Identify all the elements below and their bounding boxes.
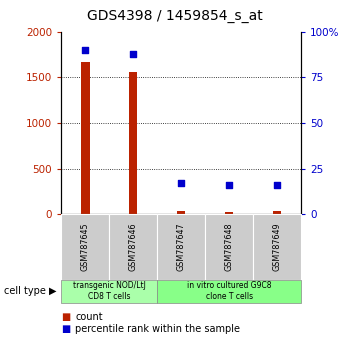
Point [83, 47, 88, 53]
Text: GSM787647: GSM787647 [177, 223, 186, 271]
Text: ▶: ▶ [49, 286, 56, 296]
Text: count: count [75, 312, 103, 322]
Bar [177, 211, 186, 214]
Point [274, 182, 280, 188]
Text: transgenic NOD/LtJ
CD8 T cells: transgenic NOD/LtJ CD8 T cells [73, 281, 146, 301]
Text: ■: ■ [61, 324, 70, 334]
Text: GSM787646: GSM787646 [129, 223, 138, 271]
Bar [81, 62, 90, 214]
Point [178, 180, 184, 186]
Point [226, 182, 232, 188]
Text: GDS4398 / 1459854_s_at: GDS4398 / 1459854_s_at [87, 9, 263, 23]
Text: GSM787645: GSM787645 [81, 223, 90, 271]
Text: cell type: cell type [4, 286, 46, 296]
Text: GSM787648: GSM787648 [225, 223, 233, 271]
Point [130, 51, 136, 57]
Text: ■: ■ [61, 312, 70, 322]
Text: GSM787649: GSM787649 [273, 223, 281, 271]
Text: in vitro cultured G9C8
clone T cells: in vitro cultured G9C8 clone T cells [187, 281, 271, 301]
Text: percentile rank within the sample: percentile rank within the sample [75, 324, 240, 334]
Bar [273, 211, 281, 214]
Bar [129, 72, 138, 214]
Bar [225, 212, 233, 214]
